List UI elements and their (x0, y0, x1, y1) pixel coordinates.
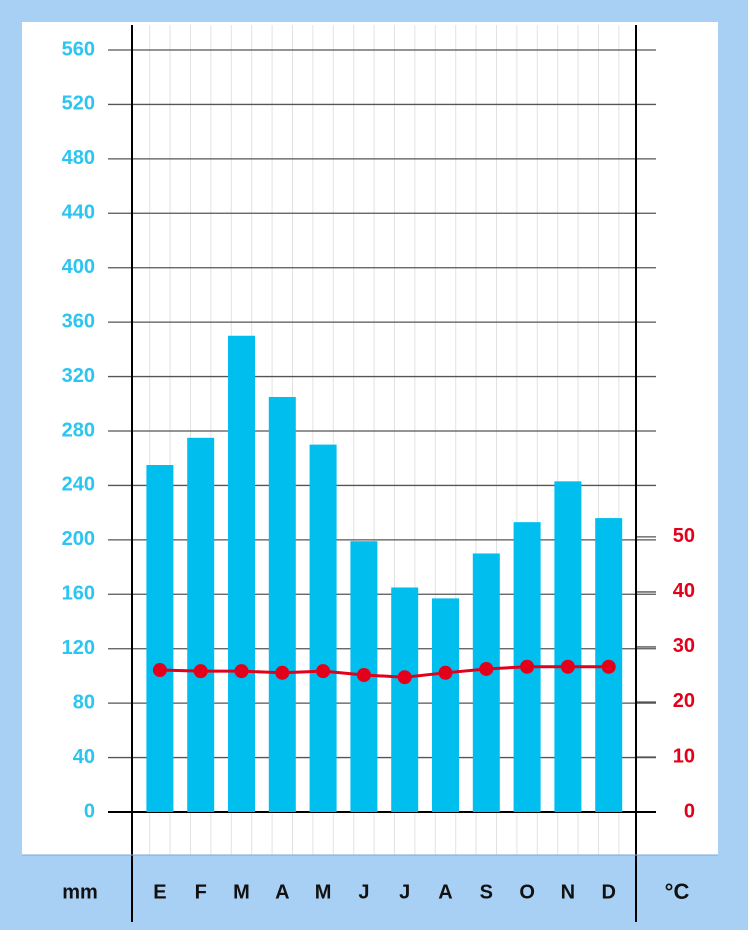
line-point (193, 664, 208, 679)
line-point (356, 668, 371, 683)
line-point (316, 664, 331, 679)
bar (228, 335, 255, 812)
y-tick-label: 40 (73, 746, 95, 768)
y-tick-label: 440 (62, 202, 95, 224)
y-tick-label: 80 (73, 691, 95, 713)
x-tick-label: M (315, 881, 332, 903)
x-tick-label: F (195, 881, 207, 903)
y-tick-label: 520 (62, 93, 95, 115)
y-tick-label: 120 (62, 637, 95, 659)
x-tick-label: D (601, 881, 615, 903)
bar (554, 481, 582, 812)
line-point (234, 664, 249, 679)
x-tick-label: A (438, 881, 452, 903)
y2-tick-label: 30 (673, 635, 695, 657)
line-point (397, 670, 412, 685)
x-tick-label: M (233, 881, 250, 903)
bar (146, 465, 174, 812)
line-point (479, 661, 494, 676)
line-point (152, 663, 167, 678)
y2-tick-label: 40 (673, 580, 695, 602)
y-axis-label: mm (62, 881, 98, 903)
bar (187, 437, 215, 812)
y-tick-label: 160 (62, 583, 95, 605)
x-tick-label: O (519, 881, 535, 903)
y2-axis-label: °C (665, 879, 690, 904)
y-tick-label: 560 (62, 38, 95, 60)
line-point (275, 665, 290, 680)
y-tick-label: 240 (62, 474, 95, 496)
bar (391, 587, 419, 812)
x-tick-label: J (399, 881, 410, 903)
bar (268, 396, 296, 812)
x-tick-label: A (275, 881, 289, 903)
y-tick-label: 0 (84, 800, 95, 822)
line-point (601, 659, 616, 674)
x-tick-label: N (561, 881, 575, 903)
x-tick-label: E (153, 881, 166, 903)
y-tick-label: 200 (62, 528, 95, 550)
line-point (560, 659, 575, 674)
x-tick-label: S (480, 881, 493, 903)
y2-tick-label: 20 (673, 690, 695, 712)
bar (309, 444, 337, 812)
y-tick-label: 400 (62, 256, 95, 278)
y-tick-label: 360 (62, 310, 95, 332)
y2-tick-label: 0 (684, 800, 695, 822)
line-point (438, 665, 453, 680)
bar (472, 553, 500, 812)
x-tick-label: J (358, 881, 369, 903)
y-tick-label: 320 (62, 365, 95, 387)
y-tick-label: 280 (62, 419, 95, 441)
y2-tick-label: 10 (673, 745, 695, 767)
bar (432, 598, 459, 812)
y2-tick-label: 50 (673, 525, 695, 547)
line-point (520, 659, 535, 674)
y-tick-label: 480 (62, 147, 95, 169)
